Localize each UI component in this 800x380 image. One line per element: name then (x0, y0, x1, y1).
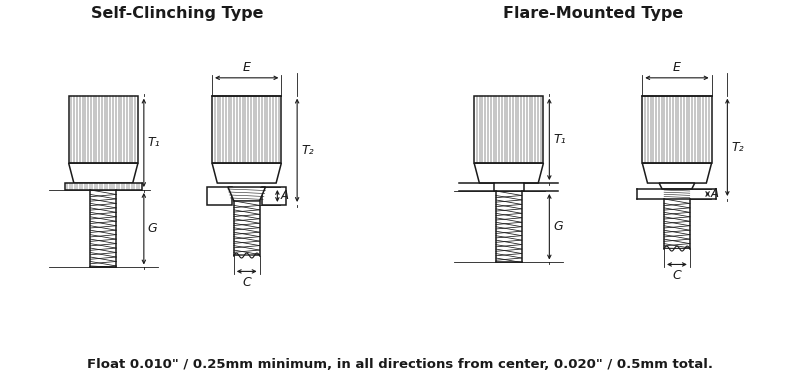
Polygon shape (228, 187, 266, 201)
Text: G: G (554, 220, 563, 233)
Text: Float 0.010" / 0.25mm minimum, in all directions from center, 0.020" / 0.5mm tot: Float 0.010" / 0.25mm minimum, in all di… (87, 358, 713, 371)
Bar (642, 96, 711, 163)
Text: G: G (148, 222, 158, 235)
Text: T₁: T₁ (554, 133, 566, 146)
Text: A: A (710, 187, 718, 201)
Text: T₂: T₂ (731, 141, 744, 154)
Text: Flare-Mounted Type: Flare-Mounted Type (502, 6, 683, 21)
Text: E: E (673, 61, 681, 74)
Bar (494, 183, 524, 191)
Text: E: E (242, 61, 250, 74)
Polygon shape (474, 163, 543, 183)
Bar (212, 96, 282, 163)
Text: A: A (280, 190, 288, 203)
Text: Self-Clinching Type: Self-Clinching Type (91, 6, 264, 21)
Polygon shape (642, 163, 711, 183)
Text: C: C (673, 269, 682, 282)
Bar (69, 96, 138, 163)
Bar (262, 187, 286, 205)
Text: C: C (242, 276, 251, 289)
Bar (207, 187, 232, 205)
Text: T₁: T₁ (148, 136, 161, 149)
Polygon shape (659, 183, 694, 189)
Polygon shape (69, 163, 138, 183)
Text: T₂: T₂ (301, 144, 314, 157)
Bar (474, 96, 543, 163)
Bar (65, 183, 142, 190)
Polygon shape (212, 163, 282, 183)
